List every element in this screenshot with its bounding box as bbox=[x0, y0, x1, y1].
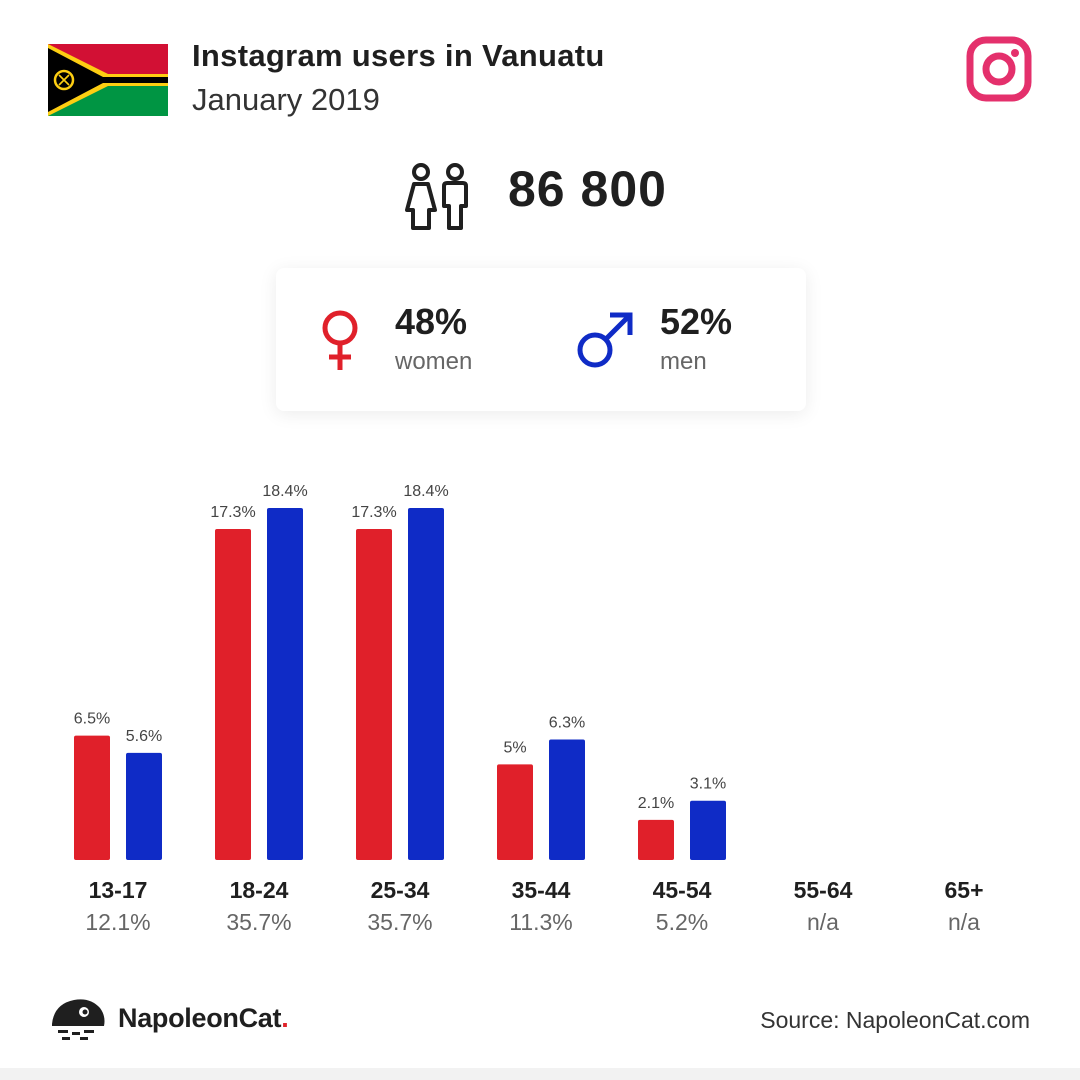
age-gender-bar-chart: 6.5% 5.6% 13-17 12.1% 17.3% 18.4% 18-24 35.7% 17… bbox=[74, 483, 984, 935]
category-label-25-34: 25-34 bbox=[371, 877, 430, 903]
gender-breakdown-card: 48% women 52% men bbox=[276, 268, 806, 411]
category-total-18-24: 35.7% bbox=[226, 909, 291, 935]
brand-dot: . bbox=[281, 1003, 289, 1033]
data-label-women-18-24: 17.3% bbox=[210, 504, 255, 521]
bar-men-25-34 bbox=[408, 508, 444, 860]
category-label-55-64: 55-64 bbox=[794, 877, 853, 903]
vanuatu-flag-icon bbox=[48, 44, 168, 116]
source-credit: Source: NapoleonCat.com bbox=[760, 1007, 1030, 1033]
category-label-45-54: 45-54 bbox=[653, 877, 712, 903]
data-label-women-13-17: 6.5% bbox=[74, 711, 110, 728]
category-total-25-34: 35.7% bbox=[367, 909, 432, 935]
data-label-men-18-24: 18.4% bbox=[262, 483, 307, 500]
napoleoncat-logo-icon bbox=[52, 999, 105, 1040]
brand-name[interactable]: NapoleonCat. bbox=[118, 1003, 289, 1034]
category-total-35-44: 11.3% bbox=[509, 909, 573, 935]
male-icon bbox=[577, 312, 633, 368]
category-label-18-24: 18-24 bbox=[230, 877, 289, 903]
bar-men-35-44 bbox=[549, 739, 585, 860]
data-label-men-25-34: 18.4% bbox=[403, 483, 448, 500]
instagram-icon[interactable] bbox=[966, 36, 1032, 102]
data-label-women-35-44: 5% bbox=[503, 739, 526, 756]
bar-women-25-34 bbox=[356, 529, 392, 860]
women-label: women bbox=[395, 348, 473, 375]
data-label-women-45-54: 2.1% bbox=[638, 795, 674, 812]
total-users-value: 86 800 bbox=[508, 161, 667, 217]
data-label-women-25-34: 17.3% bbox=[351, 504, 396, 521]
data-label-men-35-44: 6.3% bbox=[549, 714, 585, 731]
category-total-45-54: 5.2% bbox=[656, 909, 708, 935]
bar-women-13-17 bbox=[74, 735, 110, 860]
people-icon bbox=[405, 163, 468, 230]
bar-men-18-24 bbox=[267, 508, 303, 860]
bar-women-35-44 bbox=[497, 764, 533, 860]
page-subtitle: January 2019 bbox=[192, 82, 380, 117]
page-title: Instagram users in Vanuatu bbox=[192, 38, 605, 73]
men-percentage: 52% bbox=[660, 301, 733, 342]
women-percentage: 48% bbox=[395, 301, 468, 342]
female-icon bbox=[322, 310, 358, 370]
data-label-men-13-17: 5.6% bbox=[126, 728, 162, 745]
bar-women-45-54 bbox=[638, 819, 674, 860]
category-label-13-17: 13-17 bbox=[89, 877, 148, 903]
bar-men-45-54 bbox=[690, 800, 726, 860]
bar-women-18-24 bbox=[215, 529, 251, 860]
category-total-65+: n/a bbox=[948, 909, 980, 935]
men-label: men bbox=[660, 348, 707, 375]
category-total-55-64: n/a bbox=[807, 909, 839, 935]
bar-men-13-17 bbox=[126, 752, 162, 860]
category-label-35-44: 35-44 bbox=[512, 877, 571, 903]
bottom-strip bbox=[0, 1068, 1080, 1080]
category-label-65+: 65+ bbox=[944, 877, 983, 903]
brand-name-text: NapoleonCat bbox=[118, 1003, 282, 1033]
category-total-13-17: 12.1% bbox=[85, 909, 150, 935]
data-label-men-45-54: 3.1% bbox=[690, 776, 726, 793]
